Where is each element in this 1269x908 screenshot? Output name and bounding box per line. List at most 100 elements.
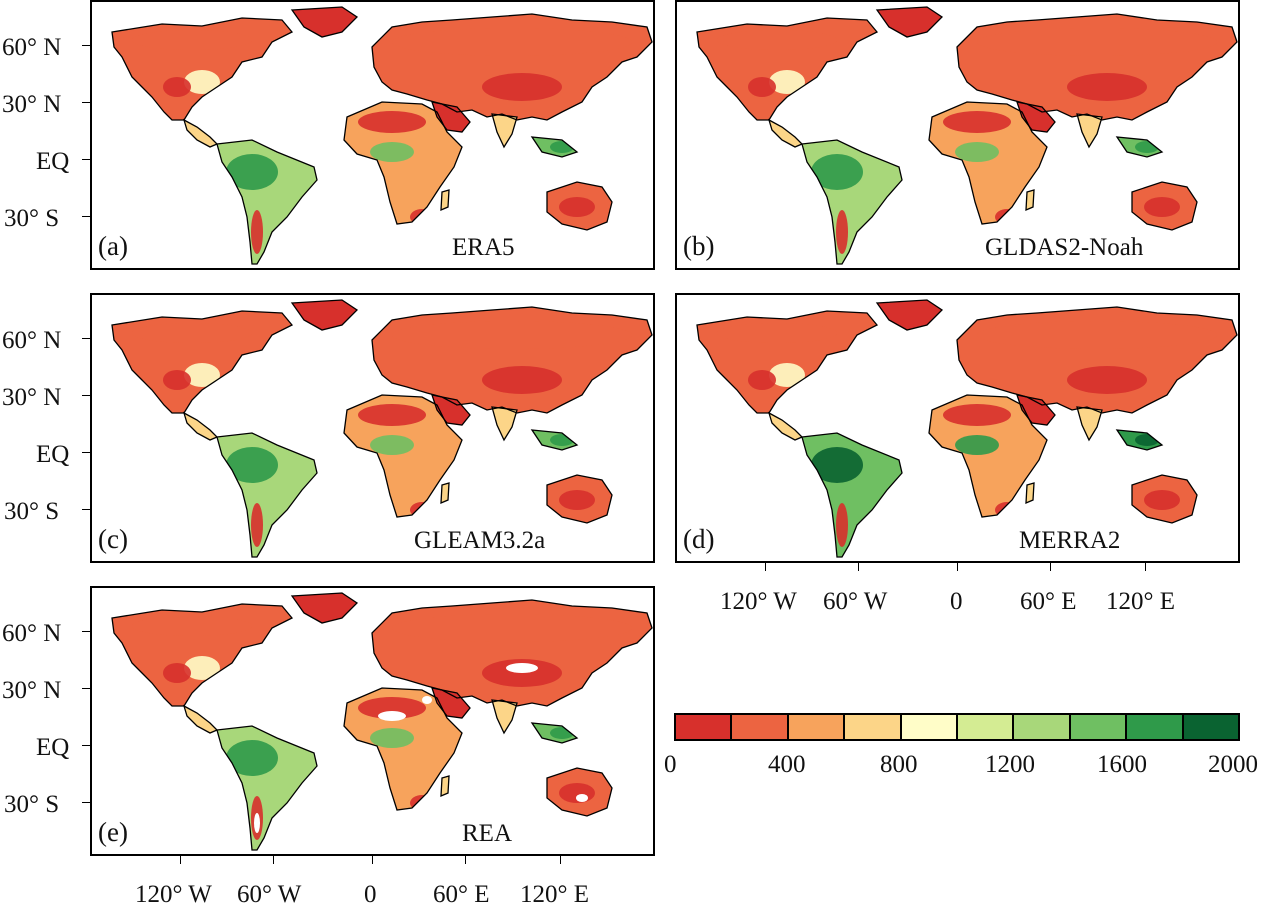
value-region [392,28,632,56]
lon-label: 0 [950,588,963,615]
lon-tick [273,856,274,864]
map-panel-e: (e) REA [90,586,655,856]
missing-data-region [506,663,538,673]
map-e [111,592,653,851]
lon-tick [1050,563,1051,571]
colorbar-cell [845,715,902,739]
north-america-coastline [696,17,879,121]
missing-data-region [576,794,588,802]
lat-label: 30° S [4,498,60,525]
colorbar-tick-label: 1600 [1097,751,1147,778]
value-region [955,435,999,455]
value-region [226,740,278,776]
madagascar-fill [1026,190,1034,210]
se-asia-islands-coastline [1115,136,1164,158]
lat-tick [82,159,90,160]
australia-coastline [546,181,613,231]
lat-tick [82,509,90,510]
value-region [184,70,220,94]
greenland-fill [292,300,357,330]
panel-label-b: (b) [683,231,715,261]
arabia-coastline [431,101,471,133]
central-america-coastline [767,118,804,148]
value-region [1144,197,1180,217]
greenland-coastline [290,6,359,38]
south-america-coastline [801,432,903,558]
south-america-coastline [216,432,318,558]
india-coastline [491,406,518,442]
africa-fill [929,102,1047,224]
value-region [132,323,252,343]
value-region [370,728,414,748]
colorbar-cell [1183,715,1239,739]
africa-coastline [928,394,1048,518]
value-region [977,321,1217,349]
lon-tick [1145,563,1146,571]
se-asia-islands-coastline [530,722,579,744]
india-coastline [491,699,518,735]
india-coastline [1076,406,1103,442]
europe-asia-coastline [371,599,653,707]
lat-label: 30° N [2,91,62,118]
lat-label: 60° N [2,620,62,647]
colorbar-tick-label: 0 [664,751,677,778]
colorbar-cell [958,715,1015,739]
lon-tick [465,856,466,864]
colorbar [674,713,1240,741]
value-region [1067,73,1147,101]
india-fill [1077,114,1102,147]
south-america-coastline [216,139,318,265]
value-region [358,404,426,426]
lat-tick [82,395,90,396]
europe-asia-coastline [956,306,1238,414]
missing-data-region [378,711,406,721]
arabia-coastline [1016,101,1056,133]
lon-tick [765,563,766,571]
central-america-coastline [767,411,804,441]
greenland-coastline [875,6,944,38]
colorbar-tick-label: 400 [768,751,806,778]
lat-tick [82,745,90,746]
africa-fill [344,688,462,810]
value-region [717,30,837,50]
lat-tick [82,688,90,689]
panel-name-a: ERA5 [452,234,515,261]
lon-label: 0 [364,881,377,908]
india-fill [1077,407,1102,440]
lon-label: 120° E [1106,588,1176,615]
lat-tick [82,631,90,632]
value-region [1067,366,1147,394]
value-region [358,697,426,719]
north-america-coastline [696,310,879,414]
map-a [111,6,653,265]
australia-coastline [546,474,613,524]
value-region [184,363,220,387]
colorbar-tick-label: 800 [880,751,918,778]
colorbar-cell [676,715,733,739]
greenland-fill [292,593,357,623]
value-region [955,142,999,162]
value-region [251,210,263,254]
panel-label-a: (a) [98,231,128,261]
value-region [559,197,595,217]
map-d [696,299,1238,558]
land-fill [697,300,1237,557]
arabia-coastline [431,687,471,719]
greenland-fill [877,300,942,330]
missing-data-region [422,696,432,704]
central-america-coastline [182,704,219,734]
europe-asia-coastline [371,306,653,414]
lat-tick [82,216,90,217]
panel-name-c: GLEAM3.2a [414,527,546,554]
arabia-fill [432,102,470,132]
india-coastline [491,113,518,149]
panel-name-b: GLDAS2-Noah [985,234,1144,261]
map-panel-c: (c) GLEAM3.2a [90,293,655,563]
africa-coastline [343,101,463,225]
greenland-fill [877,7,942,37]
north-america-coastline [111,17,294,121]
land-fill [112,593,652,850]
greenland-coastline [875,299,944,331]
arabia-coastline [1016,394,1056,426]
lat-tick [82,102,90,103]
